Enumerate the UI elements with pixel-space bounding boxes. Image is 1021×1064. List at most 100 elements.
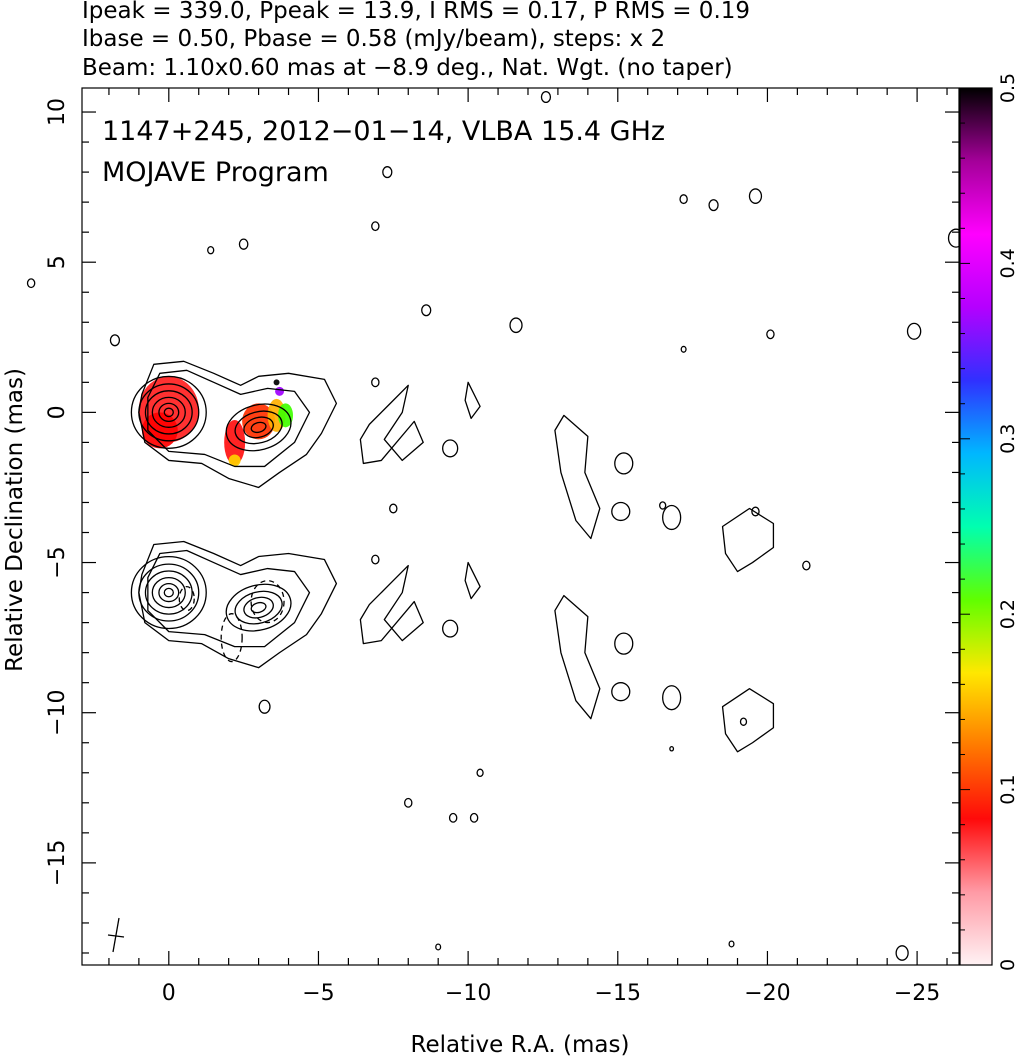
jet-knot-contour	[442, 619, 459, 638]
noise-contour	[258, 699, 271, 714]
x-tick-label: −25	[894, 981, 940, 1006]
noise-contour	[679, 194, 688, 205]
jet-knot-contour	[359, 564, 424, 645]
noise-contour	[748, 188, 763, 204]
noise-contour	[509, 317, 523, 334]
colorbar-tick-label: 0.4	[997, 248, 1019, 278]
jet-knot-contour	[442, 439, 459, 458]
jet-contour	[234, 410, 283, 445]
noise-contour	[421, 304, 432, 317]
polarization-patch	[242, 403, 276, 440]
colorbar-frame	[959, 87, 993, 966]
core-contour	[151, 396, 186, 428]
core-contour	[163, 407, 174, 418]
noise-contour	[435, 943, 442, 951]
noise-contour	[751, 506, 760, 517]
jet-contour	[243, 596, 274, 619]
x-tick-label: −20	[744, 981, 790, 1006]
noise-contour	[109, 334, 121, 347]
jet-contour	[234, 590, 283, 625]
dashed-contour	[250, 579, 285, 624]
jet-contour	[225, 583, 292, 632]
header-line2: Ibase = 0.50, Pbase = 0.58 (mJy/beam), s…	[82, 26, 665, 52]
noise-contour	[207, 245, 215, 255]
y-tick-label: 10	[45, 98, 70, 126]
noise-contour	[739, 717, 748, 726]
core-contour	[130, 375, 207, 449]
y-tick-label: −10	[45, 689, 70, 735]
x-tick-label: 0	[162, 981, 176, 1006]
colorbar	[960, 88, 992, 965]
noise-contour	[708, 199, 719, 212]
jet-knot-contour	[611, 682, 631, 702]
noise-contour	[389, 503, 398, 514]
core-contour	[144, 390, 193, 435]
map-title: 1147+245, 2012−01−14, VLBA 15.4 GHz	[102, 116, 665, 147]
jet-knot-contour	[721, 507, 775, 573]
jet-knot-contour	[611, 501, 631, 522]
noise-contour	[659, 501, 667, 510]
jet-knot-contour	[464, 381, 481, 420]
noise-contour	[371, 221, 380, 232]
jet-knot-contour	[554, 594, 601, 720]
noise-contour	[802, 560, 811, 571]
y-axis-label: Relative Declination (mas)	[2, 368, 28, 672]
noise-contour	[766, 329, 775, 340]
jet-knot-contour	[464, 561, 481, 600]
noise-contour	[476, 768, 484, 778]
noise-contour	[680, 345, 687, 353]
noise-contour	[895, 945, 909, 961]
x-tick-label: −15	[595, 981, 641, 1006]
y-tick-label: −5	[45, 546, 70, 578]
core-contour	[158, 402, 180, 422]
jet-knot-contour	[359, 384, 424, 465]
core-contour	[130, 556, 207, 630]
envelope-contour	[138, 540, 338, 669]
noise-contour	[371, 377, 380, 388]
axis-ticks	[82, 88, 959, 965]
jet-knot-contour	[662, 685, 682, 711]
envelope-contour	[147, 549, 311, 648]
polarization-color-layer	[138, 376, 294, 467]
colorbar-tick-label: 0.1	[997, 774, 1019, 804]
noise-contour	[382, 166, 393, 179]
envelope-contour	[147, 369, 311, 468]
core-contour	[151, 576, 186, 609]
jet-contour	[250, 421, 267, 434]
x-tick-label: −10	[445, 981, 491, 1006]
core-contour	[163, 587, 174, 598]
y-tick-label: −15	[45, 840, 70, 886]
envelope-contour	[138, 360, 338, 489]
polarization-patch	[224, 419, 246, 465]
axis-tick-labels: 0 −5 −10 −15 −20 −25 10 5 0 −5 −10 −15	[45, 98, 940, 1006]
colorbar-ramp	[960, 88, 992, 965]
jet-knot-contour	[614, 632, 634, 655]
polarization-patch	[275, 386, 285, 396]
polarization-patch	[228, 454, 241, 467]
colorbar-tick-label: 0.3	[997, 424, 1019, 454]
noise-contour	[469, 812, 479, 823]
core-contour	[144, 570, 193, 615]
x-tick-label: −5	[302, 981, 334, 1006]
jet-contour	[243, 416, 274, 439]
header-line3: Beam: 1.10x0.60 mas at −8.9 deg., Nat. W…	[82, 55, 733, 81]
noise-contour	[906, 322, 922, 340]
jet-contour	[225, 403, 292, 452]
map-subtitle: MOJAVE Program	[102, 157, 329, 188]
noise-contour	[404, 797, 413, 808]
noise-contour	[26, 278, 36, 289]
plot-frame	[81, 87, 960, 966]
colorbar-tick-label: 0	[997, 959, 1019, 971]
jet-knot-contour	[614, 452, 634, 475]
noise-contour	[448, 812, 458, 823]
dashed-contour	[220, 613, 243, 663]
jet-knot-contour	[554, 414, 601, 540]
noise-contour	[371, 554, 380, 565]
polarization-patch	[273, 379, 280, 386]
jet-knot-contour	[721, 688, 775, 753]
header-line1: Ipeak = 339.0, Ppeak = 13.9, I RMS = 0.1…	[82, 0, 750, 24]
colorbar-tick-label: 0.5	[997, 73, 1019, 103]
noise-contour	[238, 238, 249, 250]
